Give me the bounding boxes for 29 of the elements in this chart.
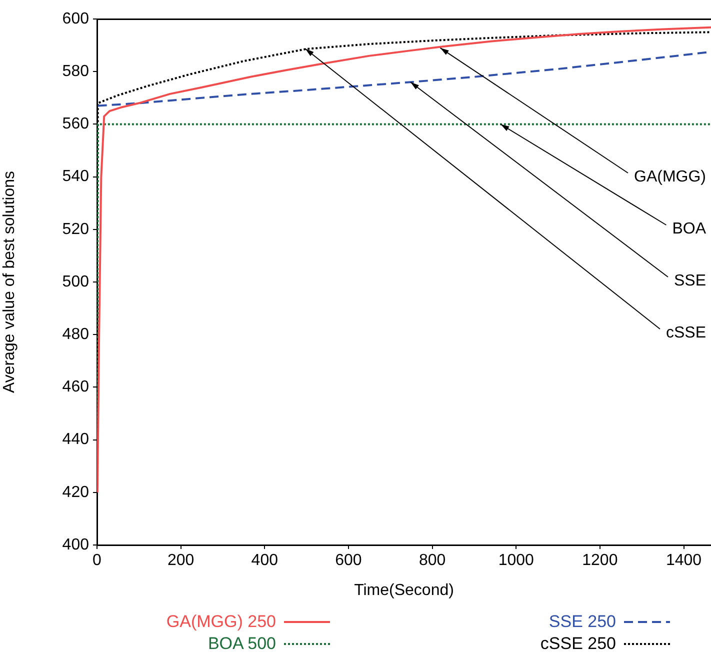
- y-tick-label: 560: [62, 116, 90, 133]
- legend-label: cSSE 250: [540, 634, 616, 653]
- y-tick-label: 440: [62, 431, 90, 448]
- y-axis-title: Average value of best solutions: [1, 170, 18, 394]
- x-tick-label: 1000: [498, 552, 534, 570]
- legend-label: SSE 250: [548, 612, 616, 632]
- annotation: cSSE: [666, 324, 706, 342]
- y-tick-label: 420: [62, 484, 90, 501]
- x-axis-title: Time(Second): [354, 582, 454, 599]
- x-tick-label: 1400: [666, 552, 702, 570]
- x-tick-label: 400: [251, 552, 278, 570]
- y-tick-label: 580: [62, 63, 90, 80]
- legend-label: BOA 500: [208, 634, 276, 653]
- y-tick-label: 460: [62, 378, 90, 396]
- y-tick-label: 540: [62, 168, 90, 186]
- annotation: SSE: [674, 272, 706, 290]
- legend-label: GA(MGG) 250: [166, 612, 276, 632]
- x-tick-label: 200: [167, 552, 194, 570]
- annotation: GA(MGG): [634, 168, 706, 186]
- annotation: BOA: [672, 220, 706, 238]
- x-tick-label: 800: [418, 552, 446, 570]
- y-tick-label: 520: [62, 220, 90, 238]
- x-tick-label: 0: [92, 552, 102, 570]
- y-tick-label: 400: [62, 536, 90, 554]
- y-tick-label: 500: [62, 273, 90, 290]
- x-tick-label: 1200: [582, 552, 618, 570]
- y-tick-label: 600: [62, 10, 90, 28]
- y-tick-label: 480: [62, 326, 90, 344]
- x-tick-label: 600: [335, 552, 362, 570]
